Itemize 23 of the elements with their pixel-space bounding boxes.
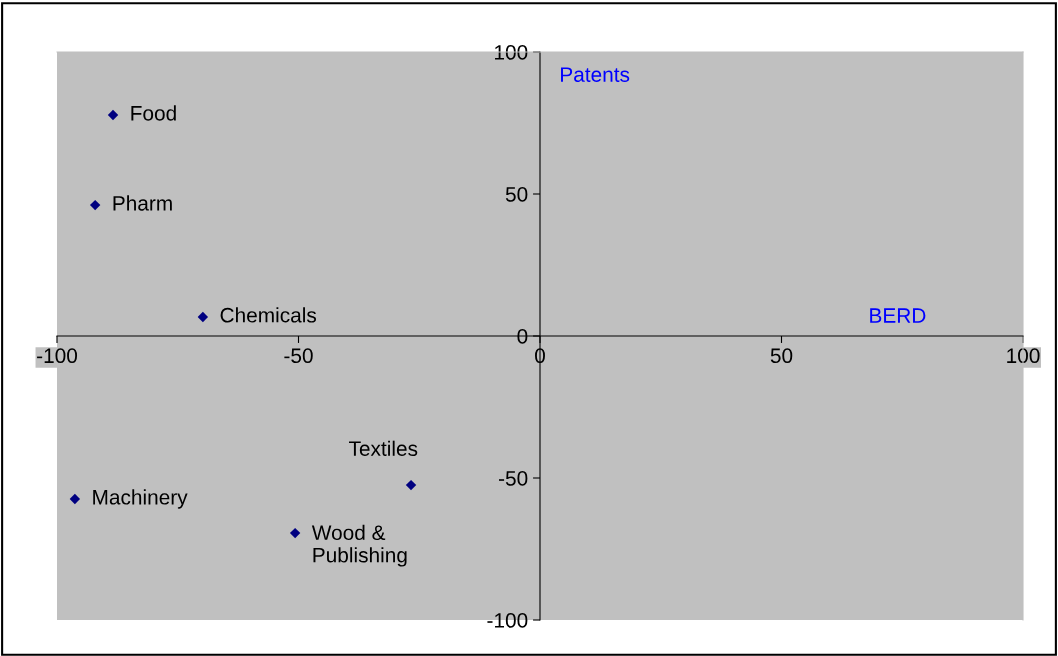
point (289, 527, 301, 539)
point (197, 311, 209, 323)
annotation: Wood & Publishing (311, 524, 407, 567)
annotation: Pharm (113, 195, 172, 211)
y-tick-label: 0 (517, 329, 528, 344)
annotation: Food (131, 105, 176, 121)
point (107, 109, 119, 121)
x-tick-label: -100 (37, 348, 78, 364)
x-tick-label: 100 (1007, 348, 1040, 364)
y-axis-title: Patents (561, 67, 630, 82)
point (69, 493, 81, 505)
y-tick-label: 50 (505, 187, 528, 202)
y-tick-label: -50 (499, 471, 528, 486)
x-tick-label: 50 (770, 348, 793, 364)
annotation: Textiles (349, 440, 418, 456)
annotation: Chemicals (220, 307, 317, 323)
x-axis-title: BERD (870, 308, 926, 323)
x-tick-label: -50 (284, 348, 313, 364)
y-tick-label: 100 (495, 45, 528, 60)
point (89, 199, 101, 211)
point (405, 479, 417, 491)
annotation: Machinery (93, 489, 188, 509)
y-tick-label: -100 (487, 613, 528, 628)
